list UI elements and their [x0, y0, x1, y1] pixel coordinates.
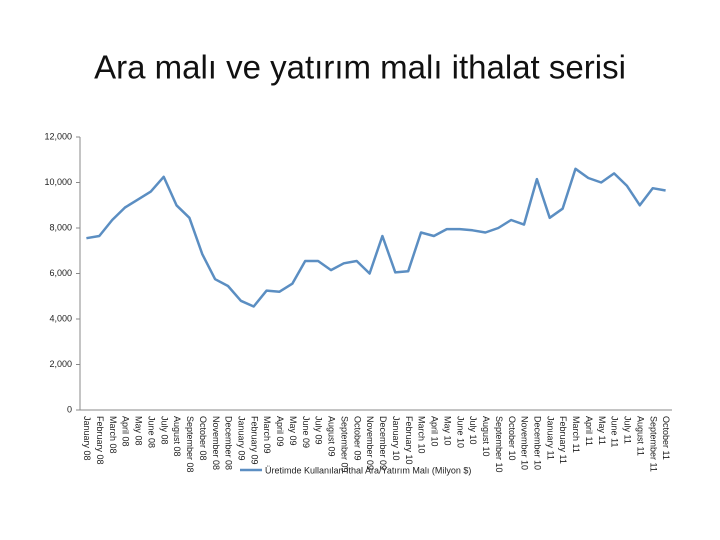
x-tick-label: April 11 — [584, 416, 594, 446]
x-tick-label: February 11 — [558, 416, 568, 464]
y-tick-label: 2,000 — [49, 359, 72, 369]
y-tick-label: 6,000 — [49, 268, 72, 278]
x-tick-label: August 10 — [481, 416, 491, 457]
x-tick-label: May 11 — [597, 416, 607, 445]
x-tick-label: February 09 — [249, 416, 259, 465]
y-tick-label: 10,000 — [44, 177, 72, 187]
x-tick-label: April 10 — [430, 416, 440, 447]
x-tick-label: June 08 — [146, 416, 156, 448]
x-tick-label: July 08 — [159, 416, 169, 445]
x-tick-label: August 09 — [327, 416, 337, 457]
y-tick-label: 12,000 — [44, 131, 72, 141]
x-tick-label: May 08 — [134, 416, 144, 446]
x-tick-label: March 08 — [108, 416, 118, 454]
legend-label: Üretimde Kullanılan İthal Ara/Yatırım Ma… — [265, 465, 471, 475]
x-tick-label: October 08 — [198, 416, 208, 461]
x-tick-label: December 09 — [378, 416, 388, 470]
x-tick-label: February 08 — [95, 416, 105, 465]
x-tick-label: January 10 — [391, 416, 401, 461]
x-tick-label: July 10 — [468, 416, 478, 445]
x-tick-label: May 10 — [442, 416, 452, 446]
chart-title: Ara malı ve yatırım malı ithalat serisi — [94, 49, 626, 86]
x-tick-label: December 10 — [532, 416, 542, 470]
x-tick-label: January 09 — [236, 416, 246, 461]
x-tick-label: September 10 — [494, 416, 504, 473]
y-tick-label: 0 — [67, 404, 72, 414]
x-tick-label: September 11 — [648, 416, 658, 472]
x-tick-label: July 11 — [623, 416, 633, 444]
x-tick-label: August 11 — [635, 416, 645, 456]
x-tick-label: November 08 — [211, 416, 221, 470]
x-tick-label: March 09 — [262, 416, 272, 454]
x-tick-label: January 08 — [82, 416, 92, 461]
x-tick-label: October 10 — [507, 416, 517, 461]
data-line — [86, 167, 666, 308]
x-tick-label: July 09 — [314, 416, 324, 445]
x-tick-label: March 11 — [571, 416, 581, 453]
x-tick-label: February 10 — [404, 416, 414, 465]
x-tick-label: December 08 — [224, 416, 234, 470]
x-tick-label: March 10 — [417, 416, 427, 454]
x-tick-label: May 09 — [288, 416, 298, 446]
x-tick-label: June 11 — [610, 416, 620, 447]
x-tick-label: June 10 — [455, 416, 465, 448]
x-tick-label: October 09 — [352, 416, 362, 461]
x-tick-label: April 09 — [275, 416, 285, 447]
x-tick-label: June 09 — [301, 416, 311, 448]
y-tick-label: 4,000 — [49, 313, 72, 323]
x-tick-label: April 08 — [121, 416, 131, 447]
x-tick-label: November 10 — [520, 416, 530, 470]
x-tick-label: August 08 — [172, 416, 182, 457]
x-tick-label: October 11 — [661, 416, 671, 460]
x-tick-label: September 09 — [339, 416, 349, 473]
x-tick-label: September 08 — [185, 416, 195, 473]
y-tick-label: 8,000 — [49, 222, 72, 232]
x-tick-label: January 11 — [545, 416, 555, 460]
x-tick-label: November 09 — [365, 416, 375, 470]
